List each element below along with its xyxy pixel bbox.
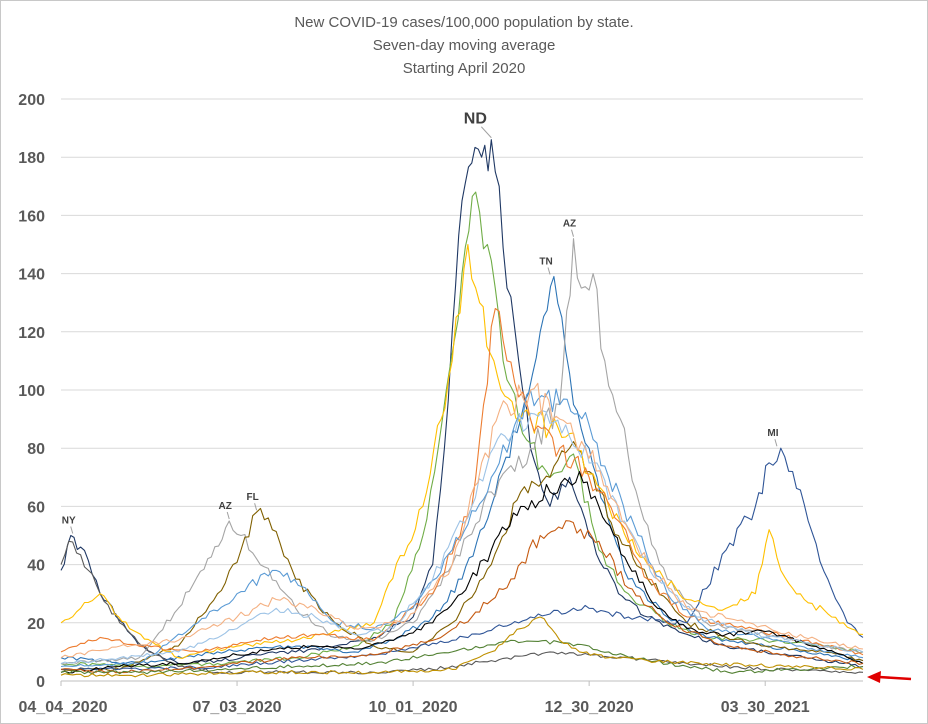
red-arrow-marker [867,671,912,683]
annotation-label: NY [62,516,76,527]
series-line [60,388,864,668]
x-tick-label: 12_30_2020 [545,699,634,716]
series-line [60,470,864,674]
annotation-label: ND [464,111,487,128]
y-tick-label: 0 [36,674,45,691]
y-tick-label: 160 [18,208,45,225]
series-line [60,191,864,668]
chart-title-line: New COVID-19 cases/100,000 population by… [294,14,633,31]
x-tick-label: 10_01_2020 [369,699,458,716]
annotation-leader [70,526,74,534]
red-arrow-head [867,671,881,683]
y-tick-label: 200 [18,92,45,109]
x-tick-label: 07_03_2020 [193,699,282,716]
annotation-leader [480,126,492,139]
annotation-leader [571,229,574,237]
series-line [60,382,864,659]
y-axis-ticks: 0 20 40 60 80 100 120 140 160 180 200 [18,92,45,691]
x-axis-ticks: 04_04_2020 07_03_2020 10_01_2020 12_30_2020… [19,681,810,716]
annotation-leader [547,267,551,275]
y-tick-label: 100 [18,383,45,400]
series-line [60,243,864,659]
x-tick-label: 04_04_2020 [19,699,108,716]
annotation-leader [226,511,230,520]
annotations: ND TN AZ NY AZ FL MI [62,111,779,534]
series-lines [60,139,864,678]
series-line [60,307,864,656]
series-line [60,275,864,665]
y-tick-label: 20 [27,616,45,633]
chart-title-line: Seven-day moving average [373,37,556,54]
gridlines [61,98,863,682]
annotation-label: AZ [563,219,576,230]
y-tick-label: 60 [27,499,45,516]
annotation-label: FL [247,492,259,503]
annotation-label: MI [767,428,778,439]
y-tick-label: 140 [18,267,45,284]
series-line [60,616,864,678]
annotation-label: TN [539,257,552,268]
series-line [60,639,864,675]
annotation-leader [254,503,258,511]
chart-title: New COVID-19 cases/100,000 population by… [294,14,633,77]
x-tick-label: 03_30_2021 [721,699,810,716]
annotation-leader [774,439,778,447]
red-arrow-icon [878,675,912,681]
chart-title-line: Starting April 2020 [403,60,526,77]
y-tick-label: 80 [27,441,45,458]
series-line [60,441,864,672]
annotation-label: AZ [219,501,232,512]
series-line [60,520,864,674]
y-tick-label: 120 [18,325,45,342]
series-line [60,238,864,665]
y-tick-label: 40 [27,558,45,575]
series-line [60,447,864,671]
series-line [60,139,864,668]
y-tick-label: 180 [18,150,45,167]
